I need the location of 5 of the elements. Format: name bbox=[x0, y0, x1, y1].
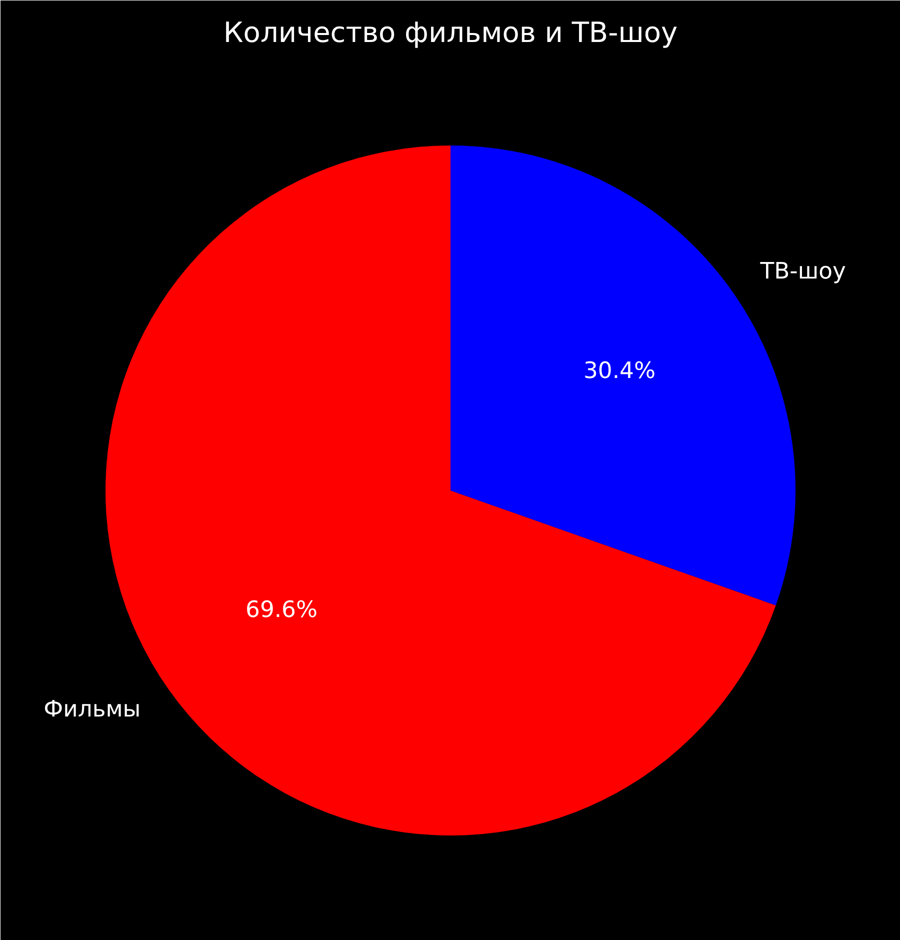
data-label: 69.6% bbox=[246, 597, 318, 624]
chart-title: Количество фильмов и ТВ-шоу bbox=[223, 16, 678, 49]
data-label: 30.4% bbox=[583, 358, 656, 384]
slice-label: Фильмы bbox=[44, 696, 141, 723]
slice-label: ТВ-шоу bbox=[759, 258, 846, 284]
